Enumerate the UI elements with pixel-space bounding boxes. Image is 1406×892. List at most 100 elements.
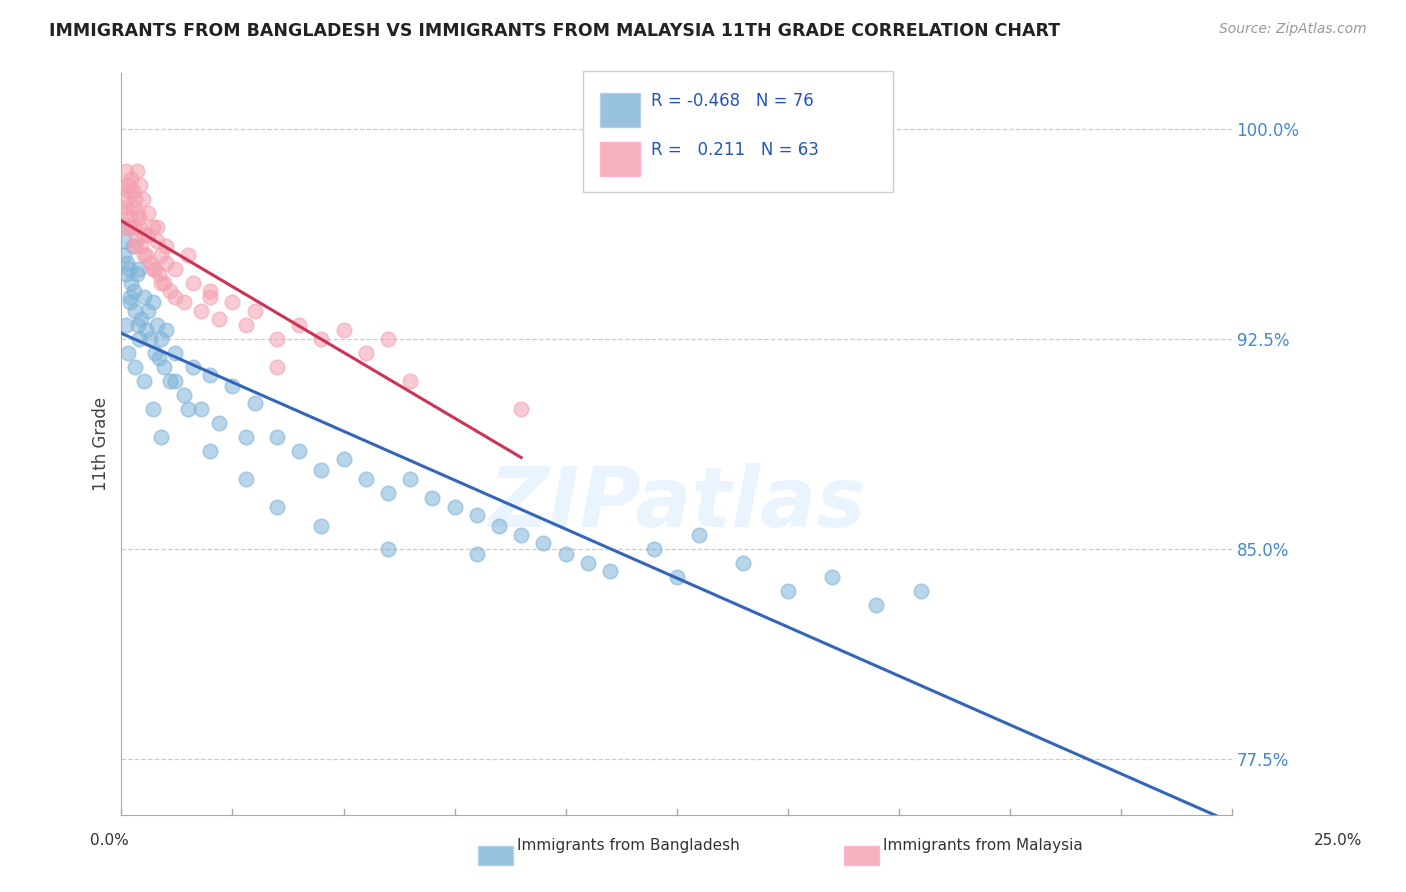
Point [354, 472, 377, 486]
Point [332, 323, 354, 337]
Point [120, 172, 142, 186]
Point [665, 570, 688, 584]
Point [115, 268, 138, 282]
Point [129, 178, 152, 192]
Point [554, 547, 576, 561]
Point [776, 583, 799, 598]
Point [124, 239, 146, 253]
Point [221, 295, 243, 310]
Point [311, 519, 333, 533]
Point [399, 472, 422, 486]
Point [132, 248, 155, 262]
Point [148, 351, 170, 366]
Point [125, 164, 148, 178]
Point [150, 332, 173, 346]
Point [122, 285, 145, 299]
Point [120, 276, 142, 290]
Point [332, 452, 354, 467]
Point [266, 430, 288, 444]
Point [115, 164, 138, 178]
Point [163, 374, 186, 388]
Text: Immigrants from Bangladesh: Immigrants from Bangladesh [517, 838, 740, 853]
Point [177, 248, 200, 262]
Point [139, 332, 162, 346]
Point [150, 276, 173, 290]
Point [208, 312, 231, 326]
Point [143, 261, 166, 276]
Point [200, 285, 222, 299]
Point [148, 268, 170, 282]
Point [117, 178, 139, 192]
Point [136, 206, 159, 220]
Point [143, 346, 166, 360]
Point [821, 570, 844, 584]
Point [114, 206, 136, 220]
Point [311, 332, 333, 346]
Text: R =   0.211   N = 63: R = 0.211 N = 63 [651, 141, 818, 159]
Point [266, 332, 288, 346]
Point [510, 401, 533, 416]
Point [155, 323, 177, 337]
Point [115, 318, 138, 332]
Point [155, 239, 177, 253]
Point [235, 430, 257, 444]
Point [121, 184, 143, 198]
Point [200, 368, 222, 383]
Point [124, 303, 146, 318]
Point [124, 234, 146, 248]
Point [120, 219, 142, 234]
Point [155, 256, 177, 270]
Point [141, 401, 163, 416]
Point [733, 556, 755, 570]
Point [465, 547, 488, 561]
Point [173, 388, 195, 402]
Point [139, 256, 162, 270]
Point [576, 556, 599, 570]
Point [377, 485, 399, 500]
Point [159, 285, 181, 299]
Text: ZIPatlas: ZIPatlas [488, 463, 866, 543]
Point [190, 303, 212, 318]
Point [132, 290, 155, 304]
Point [124, 359, 146, 374]
Point [118, 261, 141, 276]
Point [112, 248, 135, 262]
Point [288, 443, 311, 458]
Point [163, 261, 186, 276]
Point [599, 564, 621, 578]
Point [377, 541, 399, 556]
Point [311, 463, 333, 477]
Point [266, 500, 288, 514]
Point [114, 234, 136, 248]
Point [208, 416, 231, 430]
Point [235, 472, 257, 486]
Point [127, 318, 149, 332]
Point [115, 192, 138, 206]
Point [120, 290, 142, 304]
Point [141, 261, 163, 276]
Point [132, 374, 155, 388]
Point [163, 346, 186, 360]
Text: 0.0%: 0.0% [90, 833, 129, 847]
Point [221, 379, 243, 393]
Point [115, 200, 138, 214]
Point [865, 598, 887, 612]
Point [128, 211, 150, 226]
Point [288, 318, 311, 332]
Point [120, 211, 142, 226]
Point [420, 491, 443, 506]
Point [120, 295, 142, 310]
Point [200, 290, 222, 304]
Point [122, 219, 145, 234]
Point [510, 527, 533, 541]
Point [688, 527, 710, 541]
Point [132, 192, 155, 206]
Point [150, 248, 173, 262]
Point [141, 219, 163, 234]
Point [643, 541, 665, 556]
Point [127, 206, 149, 220]
Point [146, 318, 169, 332]
Text: IMMIGRANTS FROM BANGLADESH VS IMMIGRANTS FROM MALAYSIA 11TH GRADE CORRELATION CH: IMMIGRANTS FROM BANGLADESH VS IMMIGRANTS… [49, 22, 1060, 40]
Point [488, 519, 510, 533]
Point [200, 443, 222, 458]
